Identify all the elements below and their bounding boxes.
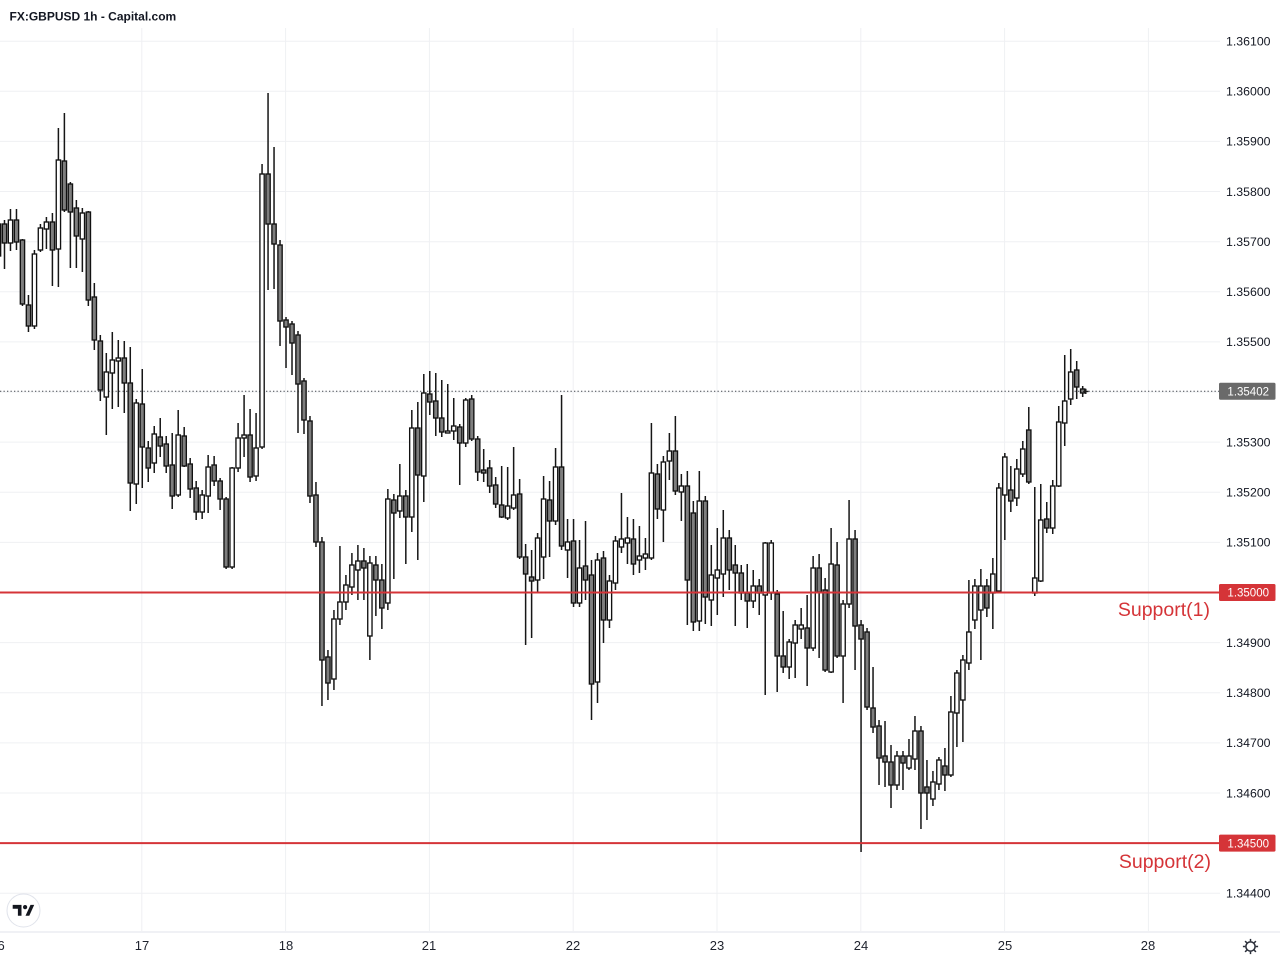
svg-text:1.35800: 1.35800 xyxy=(1226,185,1271,199)
svg-text:21: 21 xyxy=(422,938,436,953)
svg-text:Support(1): Support(1) xyxy=(1118,599,1210,621)
svg-text:1.34400: 1.34400 xyxy=(1226,887,1271,901)
svg-text:1.34500: 1.34500 xyxy=(1227,838,1269,850)
svg-text:1.34700: 1.34700 xyxy=(1226,736,1271,750)
svg-text:1.35000: 1.35000 xyxy=(1227,588,1269,600)
svg-text:1.36000: 1.36000 xyxy=(1226,85,1271,99)
svg-text:17: 17 xyxy=(135,938,149,953)
svg-text:Support(2): Support(2) xyxy=(1119,851,1211,873)
svg-text:28: 28 xyxy=(1141,938,1155,953)
svg-text:1.34800: 1.34800 xyxy=(1226,686,1271,700)
svg-text:1.35200: 1.35200 xyxy=(1226,486,1271,500)
svg-text:16: 16 xyxy=(0,938,5,953)
svg-text:1.35402: 1.35402 xyxy=(1227,387,1269,399)
svg-text:23: 23 xyxy=(710,938,724,953)
svg-text:18: 18 xyxy=(279,938,293,953)
svg-text:25: 25 xyxy=(998,938,1012,953)
svg-text:1.35300: 1.35300 xyxy=(1226,435,1271,449)
svg-text:1.34600: 1.34600 xyxy=(1226,786,1271,800)
svg-text:1.36100: 1.36100 xyxy=(1226,35,1271,49)
svg-text:FX:GBPUSD 1h - Capital.com: FX:GBPUSD 1h - Capital.com xyxy=(10,10,177,24)
svg-text:24: 24 xyxy=(854,938,868,953)
svg-text:1.35500: 1.35500 xyxy=(1226,335,1271,349)
svg-text:22: 22 xyxy=(566,938,580,953)
svg-text:1.35900: 1.35900 xyxy=(1226,135,1271,149)
svg-text:1.35600: 1.35600 xyxy=(1226,285,1271,299)
svg-text:1.35700: 1.35700 xyxy=(1226,235,1271,249)
svg-text:1.34900: 1.34900 xyxy=(1226,636,1271,650)
svg-text:1.35100: 1.35100 xyxy=(1226,536,1271,550)
